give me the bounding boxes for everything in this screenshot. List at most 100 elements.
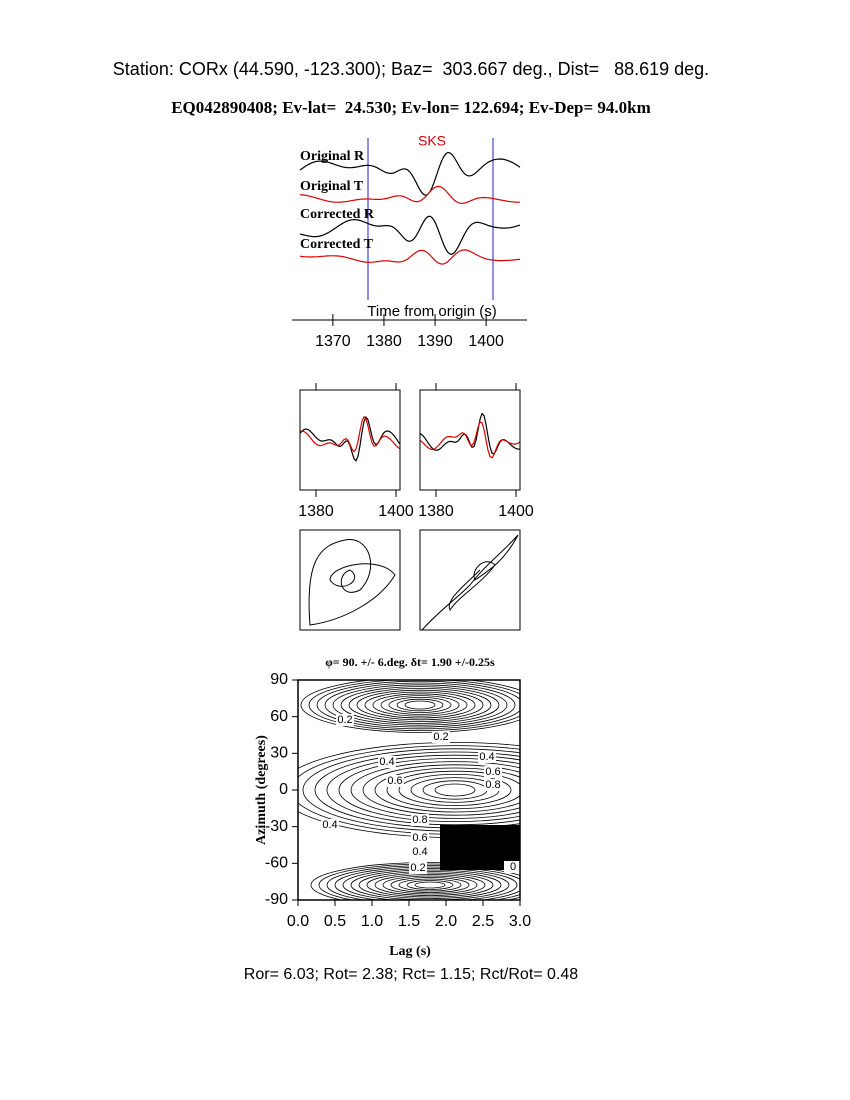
contour [298, 745, 520, 835]
contour [358, 871, 502, 899]
event-line: EQ042890408; Ev-lat= 24.530; Ev-lon= 122… [171, 98, 651, 117]
y-tick-label: -30 [265, 818, 288, 835]
panel-frame [419, 389, 521, 491]
x-tick-label: 0.0 [287, 913, 309, 930]
y-tick-label: -90 [265, 891, 288, 908]
contour-label: 0.6 [485, 766, 500, 778]
contour-label-bg [432, 731, 450, 743]
contour [302, 748, 520, 832]
y-tick-label: -60 [265, 855, 288, 872]
contour [362, 764, 520, 816]
contour [308, 680, 520, 731]
contour [326, 865, 520, 900]
panel-frame [299, 389, 401, 491]
trace-label: Original R [300, 149, 365, 164]
waveform [299, 215, 521, 255]
waveform [419, 412, 521, 455]
contour [338, 758, 520, 822]
contour-label: 0.4 [322, 819, 337, 831]
traces: Original R Original T Corrected R Corrected… [299, 149, 521, 265]
contour-label-bg [504, 861, 520, 873]
contour [356, 689, 484, 721]
contour [374, 874, 486, 896]
contours: 0.20.20.40.60.40.60.80.4 0.80.60.40.2 0 [298, 680, 520, 900]
y-tick-label: 60 [270, 708, 288, 725]
x-tick-label: 2.5 [472, 913, 494, 930]
contour-label: 0.2 [433, 731, 448, 743]
contour [390, 877, 470, 893]
waveform [299, 415, 401, 453]
waveform [299, 151, 521, 196]
contour [422, 780, 488, 800]
grid-y-label: Azimuth (degrees) [254, 735, 269, 845]
contour [310, 862, 520, 900]
footer: Ror= 6.03; Rot= 2.38; Rct= 1.15; Rct/Rot… [244, 966, 579, 983]
x-tick-label: 2.0 [435, 913, 457, 930]
contour-label: 0.8 [485, 779, 500, 791]
x-axis-label: Time from origin (s) [367, 303, 496, 320]
contour [318, 863, 520, 900]
x-tick-label: 1400 [378, 503, 414, 520]
contour [364, 691, 476, 719]
contour [404, 700, 436, 710]
x-tick-label: 1400 [468, 333, 504, 350]
contour [300, 680, 520, 733]
contour-label: 0.6 [387, 775, 402, 787]
waveform [299, 415, 401, 462]
contour-label: 0.6 [412, 832, 427, 844]
contour [348, 688, 492, 723]
trace-label: Original T [300, 179, 364, 194]
particle-motion [308, 539, 396, 626]
y-tick-label: 30 [270, 745, 288, 762]
x-tick-label: 1380 [418, 503, 454, 520]
contour [316, 680, 520, 730]
contour-label-bg [409, 862, 427, 874]
contour-label: 0.4 [379, 756, 394, 768]
trace-label: Corrected T [300, 237, 374, 252]
contour-label: 0.4 [479, 751, 494, 763]
contour [386, 770, 520, 810]
contour [374, 767, 520, 813]
y-tick-label: 90 [270, 671, 288, 688]
contour [380, 695, 460, 715]
contour [350, 869, 510, 900]
contour [372, 693, 468, 717]
contour [388, 697, 452, 714]
contour-label: 0.8 [412, 814, 427, 826]
x-tick-label: 1380 [298, 503, 334, 520]
grid-x-label: Lag (s) [389, 944, 431, 959]
contour [406, 880, 454, 890]
grid-frame [297, 679, 521, 901]
contour [396, 698, 444, 712]
x-tick-label: 3.0 [509, 913, 531, 930]
contour-label-bg [336, 714, 354, 726]
x-tick-label: 1370 [315, 333, 351, 350]
contour-label-bg [484, 766, 502, 778]
waveform [299, 249, 521, 265]
grid-title: φ= 90. +/- 6.deg. δt= 1.90 +/-0.25s [325, 655, 495, 669]
particle-motion [421, 534, 519, 631]
contour-label: 0.2 [337, 714, 352, 726]
particle-frame [299, 529, 401, 631]
waveform [299, 185, 520, 205]
x-tick-label: 1400 [498, 503, 534, 520]
x-tick-label: 1390 [417, 333, 453, 350]
contour [314, 751, 520, 829]
contour [334, 866, 520, 900]
contour-label-bg [411, 814, 429, 826]
station-line: Station: CORx (44.590, -123.300); Baz= 3… [113, 59, 709, 79]
x-tick-label: 1380 [366, 333, 402, 350]
contour-label-bg [484, 779, 502, 791]
y-tick-label: 0 [279, 781, 288, 798]
contour [434, 783, 476, 797]
contour-label-bg [386, 775, 404, 787]
contour-label: 0 [510, 861, 516, 873]
contour [342, 868, 518, 900]
contour [324, 682, 516, 728]
contour [340, 686, 500, 724]
waveform [419, 421, 521, 459]
contour-label-bg [378, 756, 396, 768]
x-tick-label: 1.5 [398, 913, 420, 930]
